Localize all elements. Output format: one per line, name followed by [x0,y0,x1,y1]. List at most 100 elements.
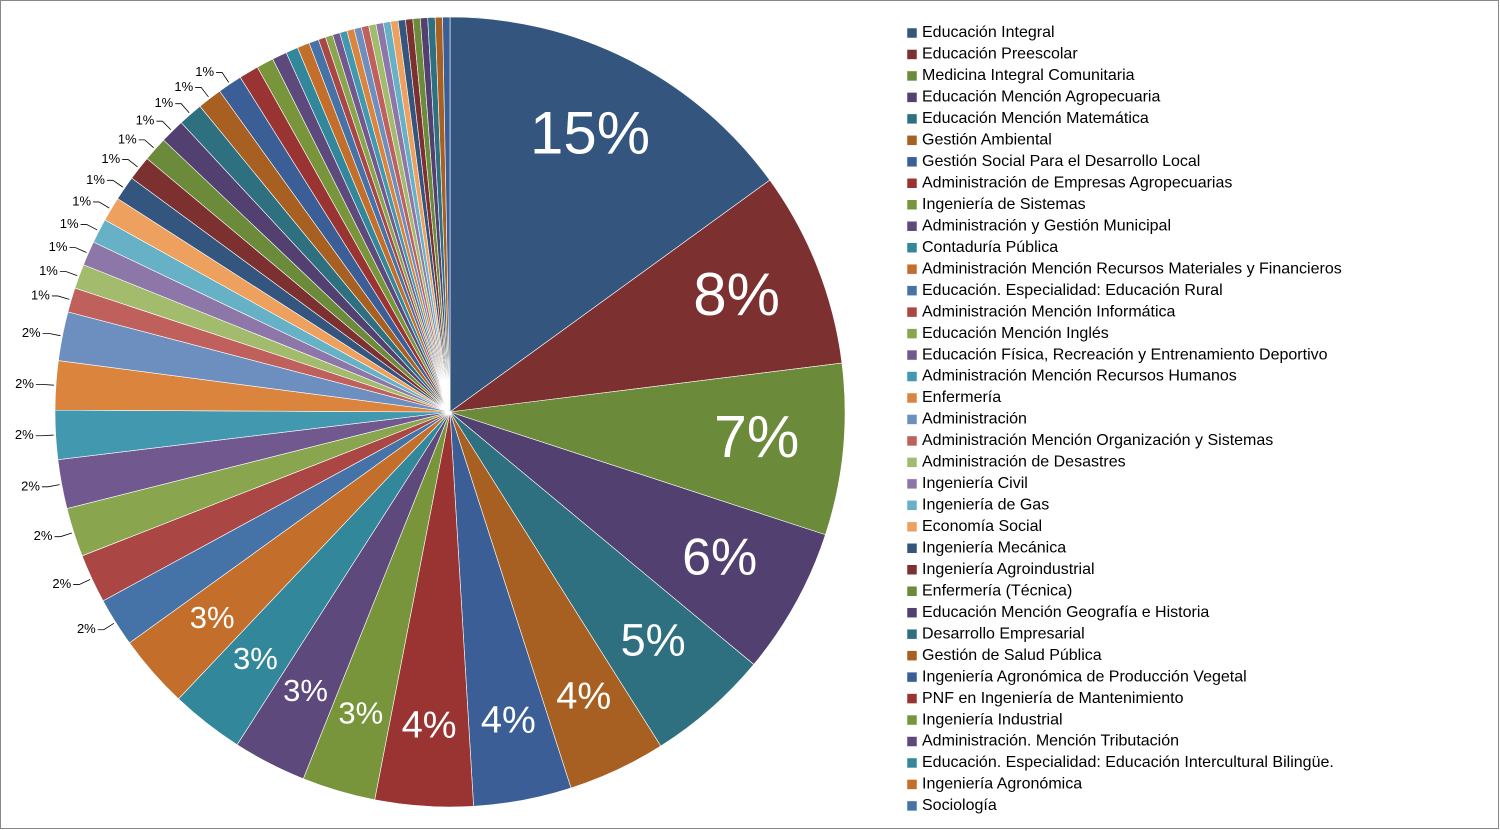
legend-label: Ingeniería Civil [922,475,1028,492]
legend-label: Educación Mención Matemática [922,110,1149,127]
data-label: 4% [556,675,611,717]
leader-line [54,532,73,538]
legend-marker [906,27,918,39]
legend-label: Ingeniería Agroindustrial [922,561,1095,578]
legend-marker [906,371,918,382]
legend-marker [906,199,918,211]
legend-label: Sociología [922,797,997,814]
data-label: 1% [31,287,50,302]
legend-label: Ingeniería de Sistemas [922,196,1086,213]
legend-marker [906,306,918,318]
pie-slice [449,179,843,413]
leader-line [138,139,154,149]
pie-slice [442,16,451,413]
legend-label: Enfermería [922,389,1001,406]
legend-marker [906,800,918,812]
legend-marker [906,328,918,339]
legend-label: Ingeniería de Gas [922,497,1049,514]
legend-marker [906,220,918,232]
legend-marker [906,478,918,490]
data-label: 1% [72,193,91,208]
legend-label: Educación Mención Inglés [922,325,1109,342]
data-label: 1% [195,64,214,79]
legend-label: Ingeniería Mecánica [922,539,1066,556]
data-label: 4% [402,704,457,746]
data-label: 2% [15,376,34,391]
data-label: 5% [621,614,686,665]
legend-label: Gestión Ambiental [922,132,1052,149]
legend-marker [906,693,918,704]
pie-slice [449,411,826,665]
data-label: 1% [39,263,58,278]
legend-label: Administración [922,411,1027,428]
legend-marker [906,435,918,447]
data-label: 1% [118,131,137,146]
legend-label: Educación Integral [922,24,1055,41]
data-label: 15% [530,99,650,166]
legend-label: Ingeniería Industrial [922,711,1063,728]
data-label: 3% [283,673,328,708]
leader-line [73,579,91,585]
legend-label: Administración Mención Informática [922,303,1176,320]
legend-label: Educación Preescolar [922,46,1078,63]
leader-line [122,159,138,168]
legend-marker [906,628,918,640]
legend-marker [906,671,918,683]
legend-label: Administración de Empresas Agropecuarias [922,175,1232,192]
data-label: 4% [481,700,536,742]
legend-label: Administración y Gestión Municipal [922,217,1171,234]
leader-line [216,72,230,83]
leader-line [93,201,110,209]
legend-marker [906,156,918,168]
legend-label: Administración Mención Recursos Humanos [922,368,1237,385]
legend-marker [906,650,918,661]
legend-label: Educación. Especialidad: Educación Rural [922,282,1223,299]
data-label: 1% [86,172,105,187]
pie-slice [449,16,771,413]
legend-label: Educación Mención Geografía e Historia [922,604,1209,621]
legend-label: Educación. Especialidad: Educación Inter… [922,754,1334,771]
legend-label: Medicina Integral Comunitaria [922,67,1135,84]
legend-marker [906,242,918,253]
legend-marker [906,113,918,125]
legend-marker [906,585,918,597]
data-label: 1% [136,113,155,128]
legend-label: Ingeniería Agronómica [922,776,1082,793]
legend-marker [906,607,918,618]
leader-line [42,332,61,337]
data-label: 3% [338,695,383,730]
legend-label: Gestión de Salud Pública [922,647,1102,664]
legend-marker [906,521,918,533]
legend-label: PNF en Ingeniería de Mantenimiento [922,690,1184,707]
legend-label: Gestión Social Para el Desarrollo Local [922,153,1200,170]
legend-marker [906,178,918,189]
leader-line [41,484,60,488]
legend-marker [906,349,918,361]
leader-line [69,247,87,253]
data-label: 2% [15,427,34,442]
legend-label: Ingeniería Agronómica de Producción Vege… [922,668,1247,685]
data-label: 3% [190,600,235,635]
legend-label: Administración Mención Recursos Material… [922,260,1342,277]
legend-label: Desarrollo Empresarial [922,625,1085,642]
leader-line [59,271,78,277]
data-label: 1% [101,151,120,166]
data-label: 8% [693,261,780,328]
legend-marker [906,92,918,103]
leader-line [80,224,98,231]
legend-marker [906,564,918,575]
legend-marker [906,263,918,275]
legend-marker [906,543,918,554]
legend-marker [906,714,918,726]
legend-marker [906,135,918,146]
legend-label: Contaduría Pública [922,239,1058,256]
data-label: 1% [174,79,193,94]
leader-line [195,87,209,98]
legend-marker [906,457,918,468]
legend-label: Educación Física, Recreación y Entrenami… [922,346,1328,363]
data-label: 1% [49,239,68,254]
legend-marker [906,285,918,296]
data-label: 1% [154,95,173,110]
